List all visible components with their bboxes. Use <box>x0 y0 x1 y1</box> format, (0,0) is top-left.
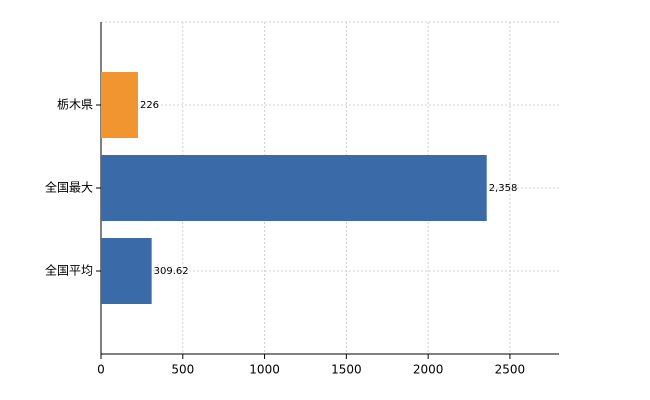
x-tick-label: 1000 <box>249 363 280 377</box>
x-tick-label: 2500 <box>495 363 526 377</box>
bar <box>101 238 152 304</box>
value-label: 309.62 <box>154 266 189 277</box>
y-tick-label: 全国平均 <box>45 263 93 278</box>
y-tick-label: 栃木県 <box>57 98 93 112</box>
bar <box>101 72 138 138</box>
x-tick-label: 1500 <box>331 363 362 377</box>
x-tick-label: 0 <box>97 363 105 377</box>
value-label: 2,358 <box>489 183 518 194</box>
x-tick-label: 500 <box>171 363 194 377</box>
value-label: 226 <box>140 100 159 111</box>
bar <box>101 155 487 221</box>
y-tick-label: 全国最大 <box>45 180 93 195</box>
x-tick-label: 2000 <box>413 363 444 377</box>
